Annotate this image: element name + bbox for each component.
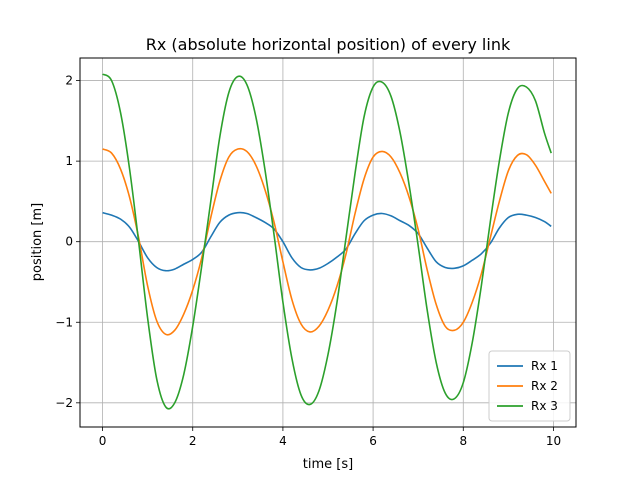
y-tick-label: 1: [65, 154, 73, 168]
legend-label: Rx 1: [531, 359, 558, 373]
y-tick-label: −2: [55, 396, 73, 410]
series-line-rx-1: [102, 211, 552, 272]
plot-frame: [79, 57, 577, 428]
x-tick-label: 6: [369, 434, 377, 448]
series-line-rx-2: [102, 147, 552, 336]
legend-label: Rx 2: [531, 379, 558, 393]
chart-title: Rx (absolute horizontal position) of eve…: [146, 35, 511, 54]
x-tick-label: 0: [99, 434, 107, 448]
legend: Rx 1 Rx 2 Rx 3: [488, 350, 571, 422]
y-tick-label: 2: [65, 74, 73, 88]
x-tick-label: 2: [189, 434, 197, 448]
legend-label: Rx 3: [531, 399, 558, 413]
x-tick-label: 8: [459, 434, 467, 448]
y-tick-label: −1: [55, 315, 73, 329]
legend-box: [488, 350, 571, 422]
plot-series: [102, 73, 552, 410]
x-tick-label: 4: [279, 434, 287, 448]
series-line-rx-3: [102, 73, 552, 410]
x-tick-label: 10: [546, 434, 561, 448]
axis-ticks: 0 2 4 6 8 10 −2 −1 0 1 2: [55, 74, 561, 448]
x-axis-label: time [s]: [303, 457, 353, 472]
y-axis-label: position [m]: [30, 203, 45, 281]
y-tick-label: 0: [65, 235, 73, 249]
